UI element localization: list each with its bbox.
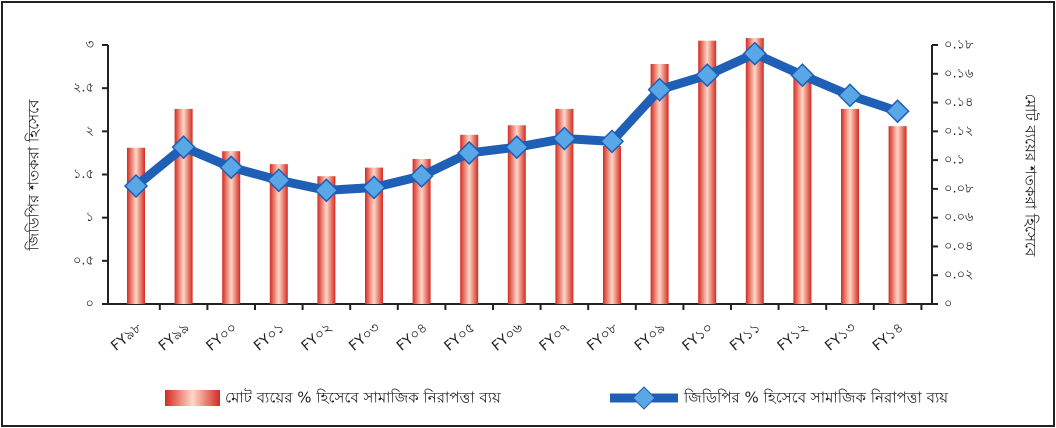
marker <box>123 173 149 199</box>
y2-tick-label: ০.১ <box>944 153 965 168</box>
marker <box>695 63 720 88</box>
marker <box>219 155 244 180</box>
y-tick-label: ২.৫ <box>73 81 94 96</box>
legend-swatch <box>165 390 220 406</box>
y2-tick-label: ০ <box>944 297 952 312</box>
bar <box>698 40 717 304</box>
marker <box>266 168 291 193</box>
y-tick-label: ১ <box>86 210 94 225</box>
y2-tick-label: ০.১২ <box>944 124 973 139</box>
y-tick-label: ০ <box>86 297 94 312</box>
legend-label: জিডিপির % হিসেবে সামাজিক নিরাপত্তা ব্যয় <box>683 389 949 407</box>
bar <box>888 126 907 304</box>
legend-label: মোট ব্যয়ের % হিসেবে সামাজিক নিরাপত্তা ব… <box>225 389 502 407</box>
bar <box>460 134 479 304</box>
y2-tick-label: ০.১৬ <box>944 66 974 81</box>
y2-tick-label: ০.০২ <box>944 268 974 283</box>
y-tick-label: ৩ <box>86 38 94 53</box>
y2-tick-label: ০.০৪ <box>944 239 973 254</box>
bar <box>603 146 621 304</box>
bar <box>127 147 145 304</box>
bar <box>793 72 812 304</box>
marker <box>552 126 577 151</box>
bar <box>650 63 669 304</box>
bar <box>507 125 526 304</box>
marker <box>314 178 339 203</box>
bar <box>841 108 859 305</box>
bar <box>365 167 383 304</box>
y-tick-label: ১.৫ <box>73 167 94 182</box>
marker <box>837 83 863 108</box>
marker <box>742 41 767 66</box>
y2-tick-label: ০.০৮ <box>944 181 974 196</box>
bar <box>174 108 193 305</box>
bar <box>317 176 336 304</box>
legend-marker <box>632 386 656 410</box>
bar <box>745 38 764 305</box>
y2-tick-label: ০.১৪ <box>944 95 973 110</box>
marker <box>885 99 910 124</box>
y2-tick-label: ০.১৮ <box>944 38 974 53</box>
marker <box>599 129 625 154</box>
y-tick-label: ০.৫ <box>73 253 94 268</box>
y2-axis-label: মোট ব্যয়ের শতকরা হিসেবে <box>1022 94 1040 257</box>
bar <box>555 108 574 305</box>
y2-tick-label: ০.০৬ <box>944 210 974 225</box>
marker <box>409 163 434 188</box>
marker <box>504 135 529 160</box>
bar <box>222 151 241 304</box>
marker <box>457 140 482 165</box>
bar <box>269 164 288 304</box>
y-tick-label: ২ <box>86 124 94 139</box>
marker <box>790 63 815 88</box>
bar <box>412 158 431 304</box>
marker <box>171 135 196 160</box>
marker <box>647 77 672 102</box>
marker <box>361 175 387 200</box>
y-axis-label: জিডিপির শতকরা হিসেবে <box>25 99 43 252</box>
